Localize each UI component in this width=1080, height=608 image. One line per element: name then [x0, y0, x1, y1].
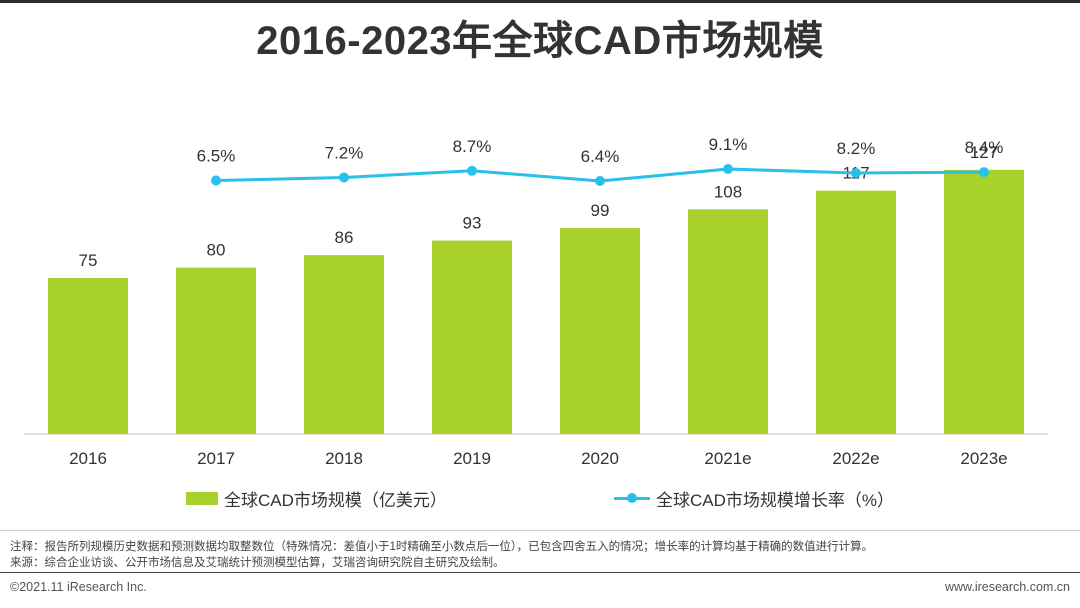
bar-2017: [176, 267, 256, 434]
top-rule: [0, 0, 1080, 3]
x-tick-2020: 2020: [581, 449, 619, 468]
bar-2020: [560, 228, 640, 434]
notes-text: 注释：报告所列规模历史数据和预测数据均取整数位（特殊情况：差值小于1时精确至小数…: [10, 541, 874, 553]
website-link[interactable]: www.iresearch.com.cn: [944, 580, 1070, 594]
growth-label-2023e: 8.4%: [965, 138, 1004, 157]
legend-line-swatch: [614, 492, 650, 505]
bar-label-2016: 75: [79, 251, 98, 270]
legend-item-line: 全球CAD市场规模增长率（%）: [614, 486, 894, 511]
bar-label-2023e: 127: [970, 143, 998, 162]
bar-2019: [432, 240, 512, 434]
notes-divider: [0, 530, 1080, 531]
x-tick-2016: 2016: [69, 449, 107, 468]
bar-label-2019: 93: [463, 214, 482, 233]
bar-label-2017: 80: [207, 241, 226, 260]
growth-label-2017: 6.5%: [197, 147, 236, 166]
copyright-text: ©2021.11 iResearch Inc.: [10, 580, 147, 594]
chart: 7520168020178620189320199920201082021e11…: [24, 135, 1048, 468]
bar-label-2020: 99: [591, 201, 610, 220]
x-tick-2018: 2018: [325, 449, 363, 468]
growth-point-2021e: [723, 164, 733, 174]
legend-line-dot: [627, 493, 637, 503]
bar-2022e: [816, 190, 896, 434]
growth-label-2022e: 8.2%: [837, 139, 876, 158]
x-tick-2023e: 2023e: [960, 449, 1007, 468]
growth-label-2018: 7.2%: [325, 143, 364, 162]
bar-2021e: [688, 209, 768, 434]
growth-label-2019: 8.7%: [453, 137, 492, 156]
growth-point-2020: [595, 176, 605, 186]
growth-point-2023e: [979, 167, 989, 178]
x-tick-2021e: 2021e: [704, 449, 751, 468]
x-tick-2022e: 2022e: [832, 449, 879, 468]
bar-2016: [48, 278, 128, 434]
bar-label-2021e: 108: [714, 182, 742, 201]
bar-2023e: [944, 169, 1024, 434]
source-text: 来源：综合企业访谈、公开市场信息及艾瑞统计预测模型估算，艾瑞咨询研究院自主研究及…: [10, 557, 505, 569]
x-tick-2019: 2019: [453, 449, 491, 468]
growth-point-2018: [339, 172, 349, 183]
bar-2018: [304, 255, 384, 434]
legend-bar-swatch: [186, 492, 218, 505]
legend-bar-label: 全球CAD市场规模（亿美元）: [224, 491, 447, 510]
page-title: 2016-2023年全球CAD市场规模: [256, 19, 824, 63]
legend-line-label: 全球CAD市场规模增长率（%）: [656, 491, 895, 510]
x-tick-2017: 2017: [197, 449, 235, 468]
growth-label-2021e: 9.1%: [709, 135, 748, 154]
growth-point-2019: [467, 165, 477, 176]
growth-point-2017: [211, 175, 221, 186]
footer-divider: [0, 572, 1080, 573]
growth-point-2022e: [851, 168, 861, 178]
legend-item-bar: 全球CAD市场规模（亿美元）: [186, 486, 447, 511]
bar-label-2018: 86: [335, 228, 354, 247]
growth-label-2020: 6.4%: [581, 147, 620, 166]
